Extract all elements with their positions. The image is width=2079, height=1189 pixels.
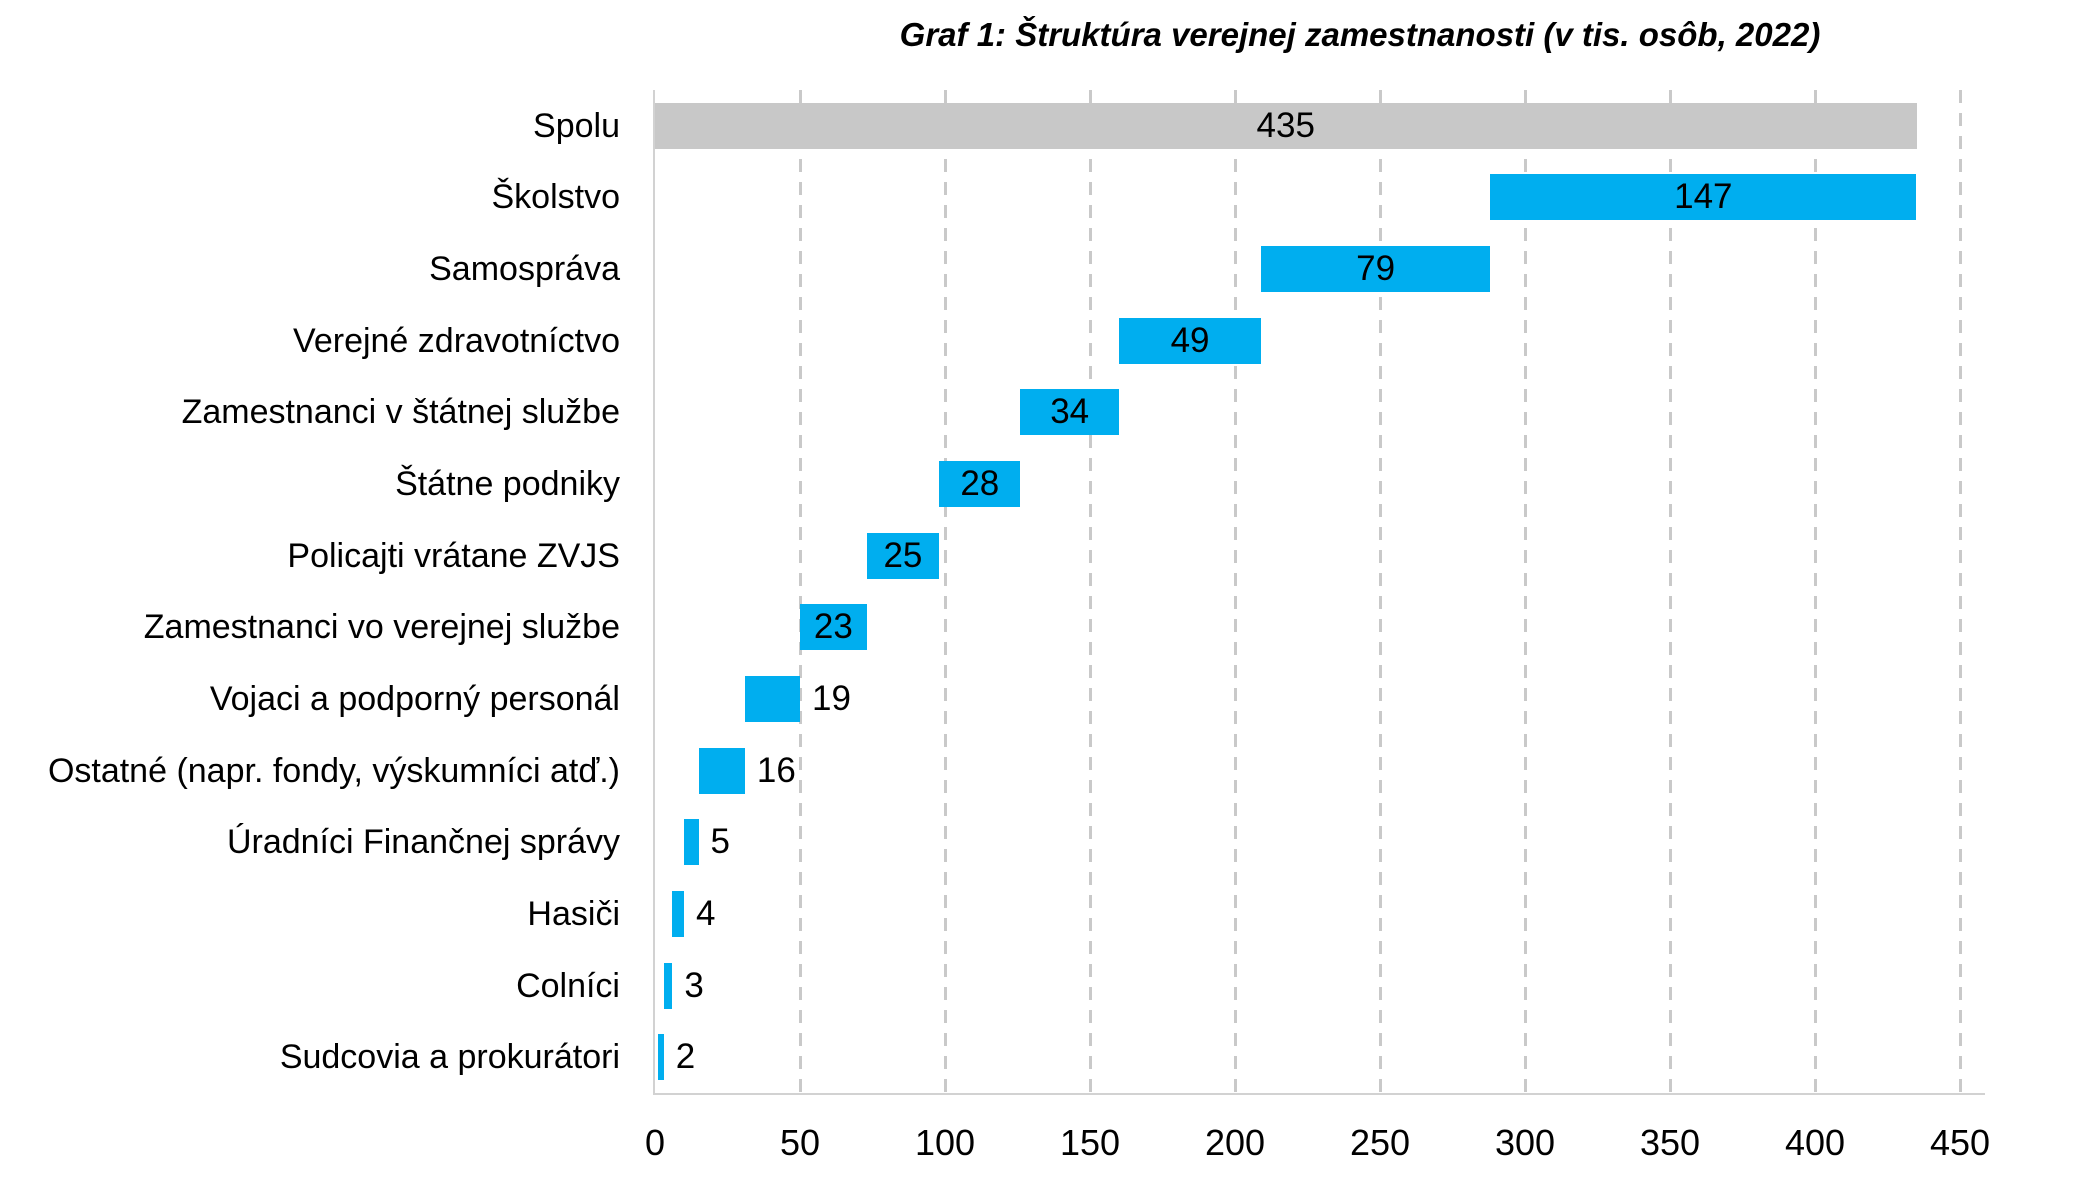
gridline-150 (1089, 90, 1092, 1093)
value-label: 147 (1674, 177, 1733, 217)
value-label: 2 (675, 1037, 696, 1077)
bar-segment-6: 25 (866, 532, 940, 579)
value-label: 5 (710, 822, 730, 862)
y-axis-line (653, 90, 655, 1093)
value-label: 25 (883, 535, 923, 575)
category-label: Hasiči (527, 894, 620, 933)
value-label: 3 (684, 965, 704, 1005)
value-label: 49 (1170, 320, 1210, 360)
x-tick-label-250: 250 (1349, 1122, 1411, 1163)
x-tick-label-100: 100 (914, 1122, 976, 1163)
x-tick-label-50: 50 (779, 1122, 821, 1163)
bar-segment-9 (698, 747, 745, 794)
bar-segment-1: 147 (1490, 174, 1917, 221)
bar-segment-11 (672, 890, 684, 937)
gridline-450 (1959, 90, 1962, 1093)
gridline-50 (799, 90, 802, 1093)
x-tick-label-300: 300 (1494, 1122, 1556, 1163)
category-label: Ostatné (napr. fondy, výskumníci atď.) (47, 751, 620, 790)
bar-total: 435 (655, 102, 1917, 149)
bar-segment-2: 79 (1261, 246, 1491, 293)
x-tick-label-350: 350 (1639, 1122, 1701, 1163)
category-label: Verejné zdravotníctvo (293, 321, 620, 360)
x-tick-label-400: 400 (1784, 1122, 1846, 1163)
value-label: 19 (812, 678, 851, 718)
value-label: 34 (1050, 392, 1090, 432)
gridline-100 (944, 90, 947, 1093)
value-label: 435 (1256, 105, 1315, 145)
value-label: 79 (1356, 249, 1396, 289)
gridline-300 (1524, 90, 1527, 1093)
category-label: Úradníci Finančnej správy (226, 823, 620, 862)
category-label: Zamestnanci v štátnej službe (181, 393, 620, 432)
bar-segment-4: 34 (1020, 389, 1119, 436)
x-tick-label-450: 450 (1929, 1122, 1991, 1163)
bar-segment-12 (663, 962, 673, 1009)
bar-segment-5: 28 (939, 461, 1021, 508)
value-label: 4 (696, 893, 716, 933)
bar-segment-7: 23 (800, 604, 867, 651)
category-label: Sudcovia a prokurátori (279, 1038, 620, 1077)
gridline-200 (1234, 90, 1237, 1093)
category-label: Colníci (516, 966, 620, 1005)
x-tick-label-150: 150 (1059, 1122, 1121, 1163)
chart-title: Graf 1: Štruktúra verejnej zamestnanosti… (899, 16, 1821, 53)
category-label: Spolu (533, 106, 620, 145)
category-label: Zamestnanci vo verejnej službe (143, 608, 620, 647)
x-axis-line (653, 1093, 1985, 1095)
bar-segment-13 (657, 1034, 664, 1081)
bar-segment-8 (744, 675, 800, 722)
x-tick-label-0: 0 (644, 1122, 666, 1163)
category-label: Vojaci a podporný personál (209, 679, 620, 718)
value-label: 28 (960, 464, 1000, 504)
category-label: Štátne podniky (395, 465, 620, 504)
gridline-400 (1814, 90, 1817, 1093)
gridline-250 (1379, 90, 1382, 1093)
x-tick-label-200: 200 (1204, 1122, 1266, 1163)
bar-segment-3: 49 (1119, 317, 1262, 364)
category-label: Policajti vrátane ZVJS (287, 536, 620, 575)
category-label: Školstvo (491, 178, 621, 217)
category-label: Samospráva (429, 250, 620, 289)
value-label: 23 (813, 607, 853, 647)
bar-segment-10 (684, 819, 699, 866)
value-label: 16 (756, 750, 796, 790)
gridline-350 (1669, 90, 1672, 1093)
